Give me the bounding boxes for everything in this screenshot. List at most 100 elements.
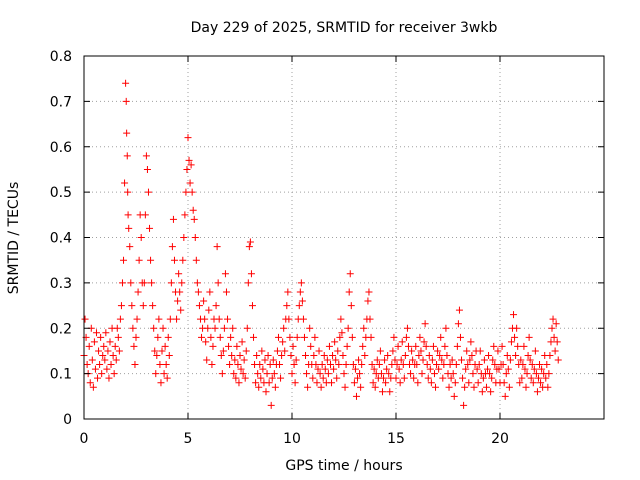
data-point (519, 361, 527, 369)
y-tick-label: 0 (63, 412, 72, 428)
data-point (148, 279, 156, 287)
data-point (453, 342, 461, 350)
data-point (376, 347, 384, 355)
data-point (235, 379, 243, 387)
data-point (263, 370, 271, 378)
data-point (484, 365, 492, 373)
data-point (131, 361, 139, 369)
data-point (545, 370, 553, 378)
data-point (258, 347, 266, 355)
data-point (298, 297, 306, 305)
data-point (395, 365, 403, 373)
data-point (230, 370, 238, 378)
data-point (489, 356, 497, 364)
data-point (307, 342, 315, 350)
data-point (451, 379, 459, 387)
data-point (85, 342, 93, 350)
data-point (429, 342, 437, 350)
data-point (426, 365, 434, 373)
data-point (293, 333, 301, 341)
data-point (531, 347, 539, 355)
data-point (95, 347, 103, 355)
data-point (228, 351, 236, 359)
data-point (333, 374, 341, 382)
data-point (303, 370, 311, 378)
data-point (133, 315, 141, 323)
data-point (329, 351, 337, 359)
data-point (331, 338, 339, 346)
data-point (187, 161, 195, 169)
data-point (273, 347, 281, 355)
data-point (150, 324, 158, 332)
data-point (339, 351, 347, 359)
data-point (233, 342, 241, 350)
data-point (120, 256, 128, 264)
data-point (162, 361, 170, 369)
data-point (409, 356, 417, 364)
data-point (391, 356, 399, 364)
data-point (514, 342, 522, 350)
data-point (247, 270, 255, 278)
data-point (452, 361, 460, 369)
data-point (415, 351, 423, 359)
data-point (466, 356, 474, 364)
data-point (216, 333, 224, 341)
data-point (313, 379, 321, 387)
data-point (543, 361, 551, 369)
data-point (200, 297, 208, 305)
data-point (448, 356, 456, 364)
data-point (450, 392, 458, 400)
data-point (238, 338, 246, 346)
data-point (267, 401, 275, 409)
data-point (419, 356, 427, 364)
data-point (435, 365, 443, 373)
data-point (449, 370, 457, 378)
data-point (310, 351, 318, 359)
data-point (446, 361, 454, 369)
y-axis-label: SRMTID / TECUs (6, 182, 22, 295)
data-point (456, 333, 464, 341)
data-point (369, 379, 377, 387)
data-point (195, 302, 203, 310)
data-point (524, 351, 532, 359)
data-point (279, 338, 287, 346)
data-point (317, 383, 325, 391)
data-point (174, 297, 182, 305)
data-point (523, 370, 531, 378)
data-point (147, 256, 155, 264)
data-point (164, 333, 172, 341)
data-point (488, 374, 496, 382)
data-point (506, 356, 514, 364)
data-point (412, 342, 420, 350)
data-point (413, 361, 421, 369)
data-point (325, 342, 333, 350)
data-point (551, 347, 559, 355)
data-point (297, 279, 305, 287)
data-point (534, 374, 542, 382)
data-point (178, 279, 186, 287)
data-point (518, 374, 526, 382)
data-point (192, 256, 200, 264)
data-point (90, 338, 98, 346)
data-point (125, 224, 133, 232)
data-point (212, 302, 220, 310)
y-tick-label: 0.1 (50, 367, 72, 383)
data-point (487, 388, 495, 396)
data-point (213, 243, 221, 251)
data-point (209, 342, 217, 350)
data-point (348, 333, 356, 341)
data-point (315, 347, 323, 355)
data-point (166, 315, 174, 323)
data-point (357, 383, 365, 391)
data-point (290, 361, 298, 369)
data-point (287, 351, 295, 359)
data-point (146, 224, 154, 232)
data-point (292, 356, 300, 364)
data-point (245, 243, 253, 251)
data-point (517, 356, 525, 364)
data-point (528, 361, 536, 369)
data-point (504, 365, 512, 373)
data-point (256, 361, 264, 369)
data-point (163, 374, 171, 382)
data-point (403, 324, 411, 332)
